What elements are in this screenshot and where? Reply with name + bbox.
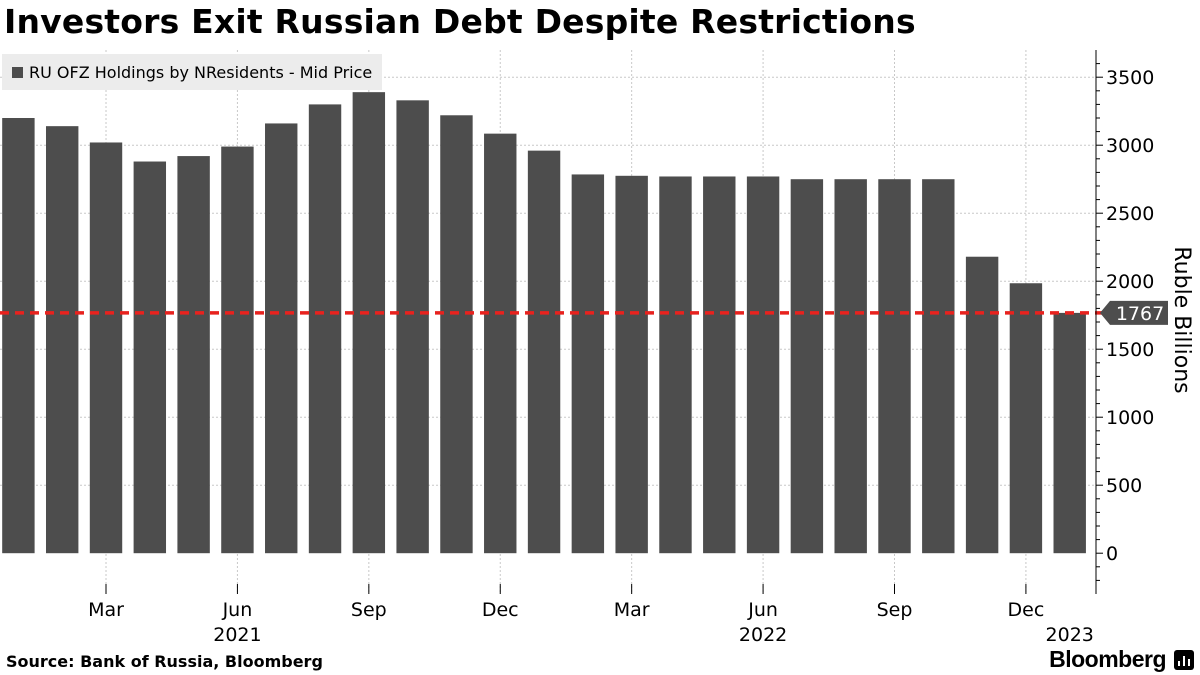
bar — [396, 100, 429, 554]
bar — [440, 115, 473, 554]
x-tick-label: Jun — [222, 599, 253, 621]
x-tick-label: Mar — [88, 599, 124, 621]
bar — [177, 156, 210, 554]
x-tick-label: Jun — [747, 599, 778, 621]
reference-value-label: 1767 — [1116, 303, 1164, 325]
y-tick-label: 1000 — [1106, 407, 1154, 429]
bar — [45, 126, 79, 554]
bar — [484, 133, 517, 554]
bar — [133, 161, 167, 554]
legend: RU OFZ Holdings by NResidents - Mid Pric… — [2, 54, 383, 90]
x-year-label: 2021 — [213, 624, 261, 646]
bar — [265, 123, 298, 554]
x-tick-label: Dec — [1008, 599, 1045, 621]
bar — [221, 146, 254, 554]
reference-line-group: 1767 — [0, 300, 1168, 325]
y-tick-label: 0 — [1106, 543, 1118, 565]
bar — [965, 256, 999, 554]
bar — [308, 104, 342, 554]
x-tick-label: Sep — [877, 599, 913, 621]
bar — [352, 92, 386, 554]
bloomberg-chart-icon — [1174, 650, 1194, 670]
bar — [790, 179, 824, 554]
bar — [746, 176, 780, 554]
legend-swatch — [12, 66, 23, 78]
bar — [1009, 283, 1043, 554]
legend-label: RU OFZ Holdings by NResidents - Mid Pric… — [29, 62, 373, 82]
bar — [89, 142, 123, 554]
source-note: Source: Bank of Russia, Bloomberg — [6, 652, 323, 671]
bar — [659, 176, 692, 554]
bar — [834, 179, 867, 554]
y-tick-label: 1500 — [1106, 339, 1154, 361]
y-tick-label: 3500 — [1106, 67, 1154, 89]
x-year-label: 2022 — [739, 624, 787, 646]
bar — [878, 179, 911, 554]
axes — [105, 50, 1103, 594]
x-tick-label: Mar — [614, 599, 650, 621]
tick-labels: 0 500 1000 1500 2000 2500 3000 3500 Ruble Billio… — [88, 67, 1194, 646]
bars — [2, 92, 1086, 554]
y-tick-label: 3000 — [1106, 135, 1154, 157]
bar — [703, 176, 736, 554]
bar — [527, 150, 561, 554]
x-tick-label: Sep — [351, 599, 387, 621]
x-tick-label: Dec — [482, 599, 519, 621]
reference-value-tag — [1100, 300, 1168, 325]
x-year-label: 2023 — [1046, 624, 1094, 646]
y-tick-label: 500 — [1106, 475, 1142, 497]
bar — [922, 179, 955, 554]
y-axis-label: Ruble Billions — [1169, 246, 1194, 393]
chart-title: Investors Exit Russian Debt Despite Rest… — [4, 2, 916, 41]
brand-logo-text: Bloomberg — [1049, 646, 1166, 672]
y-tick-label: 2000 — [1106, 271, 1154, 293]
y-tick-label: 2500 — [1106, 203, 1154, 225]
bar — [615, 175, 648, 554]
bar — [2, 118, 35, 554]
bar — [571, 174, 605, 554]
bar — [1053, 312, 1086, 554]
